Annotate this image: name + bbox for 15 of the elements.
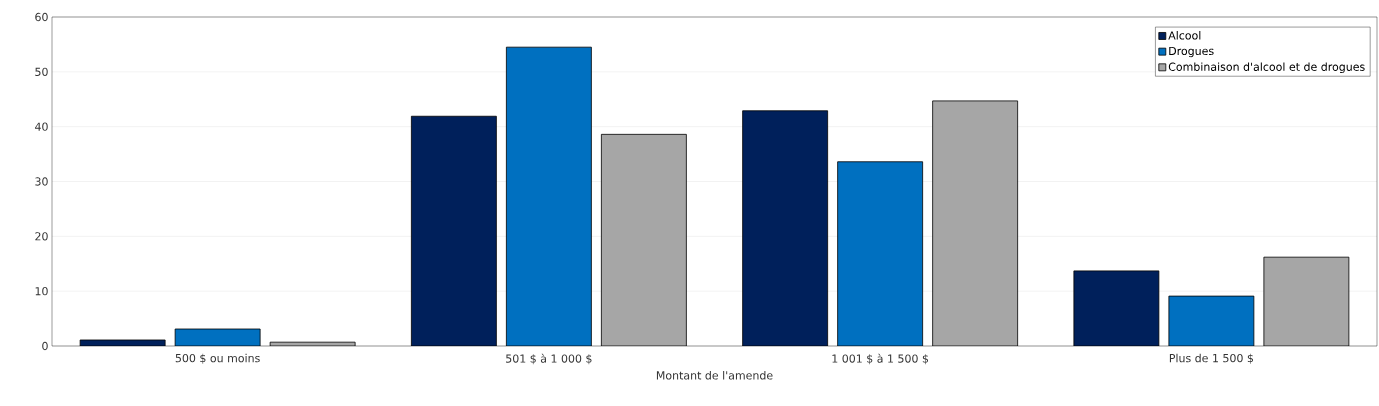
legend-label: Drogues (1169, 46, 1214, 58)
x-axis-title: Montant de l'amende (656, 371, 773, 380)
y-tick-label: 10 (35, 287, 48, 296)
x-tick-label: 500 $ ou moins (175, 353, 260, 364)
y-tick-label: 0 (42, 341, 48, 351)
x-tick-label: 501 $ à 1 000 $ (506, 353, 592, 365)
legend-label: Combinaison d'alcool et de drogues (1168, 62, 1365, 74)
y-tick-label: 30 (35, 177, 48, 186)
y-tick-label: 40 (35, 122, 48, 131)
x-tick-label: 1 001 $ à 1 500 $ (832, 353, 929, 365)
y-tick-label: 20 (35, 232, 48, 241)
y-tick-label: 50 (35, 67, 48, 76)
y-tick-label: 60 (35, 12, 48, 22)
x-tick-label: Plus de 1 500 $ (1169, 353, 1254, 364)
legend-label: Alcool (1168, 31, 1201, 40)
